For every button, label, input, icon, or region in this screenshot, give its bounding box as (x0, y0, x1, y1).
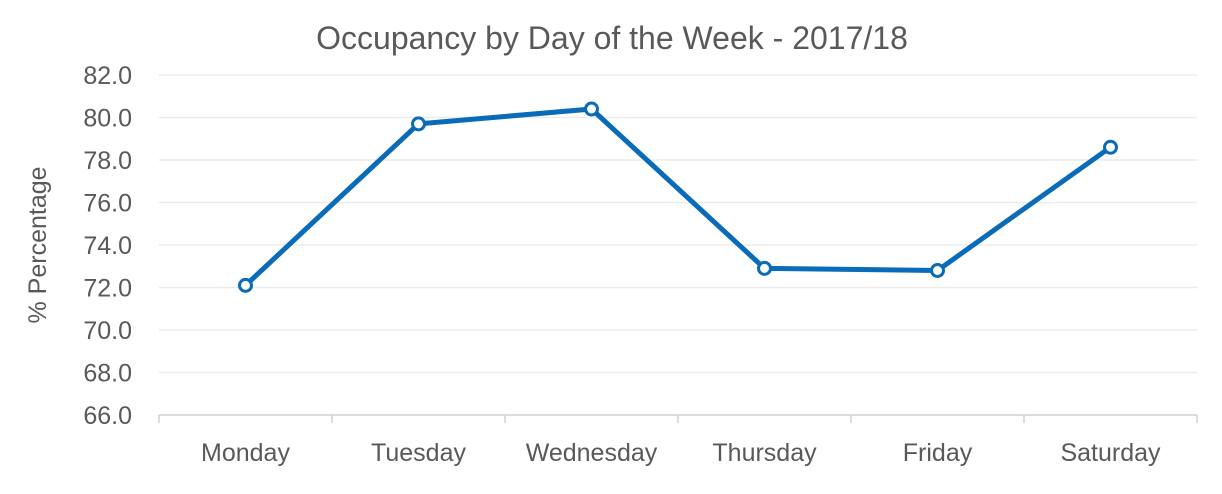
data-point (930, 263, 945, 278)
y-tick-label: 82.0 (83, 62, 132, 90)
data-point (757, 260, 772, 276)
y-axis-label: % Percentage (24, 166, 52, 323)
x-axis (158, 414, 1198, 423)
data-series (238, 101, 1118, 293)
data-point (238, 277, 253, 293)
y-tick-label: 72.0 (83, 275, 132, 303)
series-line (243, 106, 1113, 288)
y-tick-label: 78.0 (83, 147, 132, 175)
x-axis-ticks: Monday Tuesday Wednesday Thursday Friday Satu… (201, 439, 1161, 467)
x-tick-label: Thursday (712, 439, 817, 467)
y-tick-label: 80.0 (83, 105, 132, 133)
y-tick-label: 74.0 (83, 232, 132, 260)
x-tick-label: Tuesday (371, 439, 466, 467)
y-tick-label: 66.0 (83, 402, 132, 430)
data-point (584, 101, 599, 117)
y-tick-label: 70.0 (83, 317, 132, 345)
x-tick-label: Friday (903, 439, 973, 467)
x-tick-label: Monday (201, 439, 290, 467)
x-tick-label: Saturday (1060, 439, 1161, 467)
x-tick-label: Wednesday (526, 439, 658, 467)
chart-title: Occupancy by Day of the Week - 2017/18 (316, 20, 908, 56)
y-axis-ticks: 66.0 68.0 70.0 72.0 74.0 76.0 78.0 80.0 82.0 (83, 62, 132, 430)
data-point (1103, 139, 1118, 155)
y-tick-label: 76.0 (83, 190, 132, 218)
y-tick-label: 68.0 (83, 360, 132, 388)
data-point (411, 116, 426, 132)
